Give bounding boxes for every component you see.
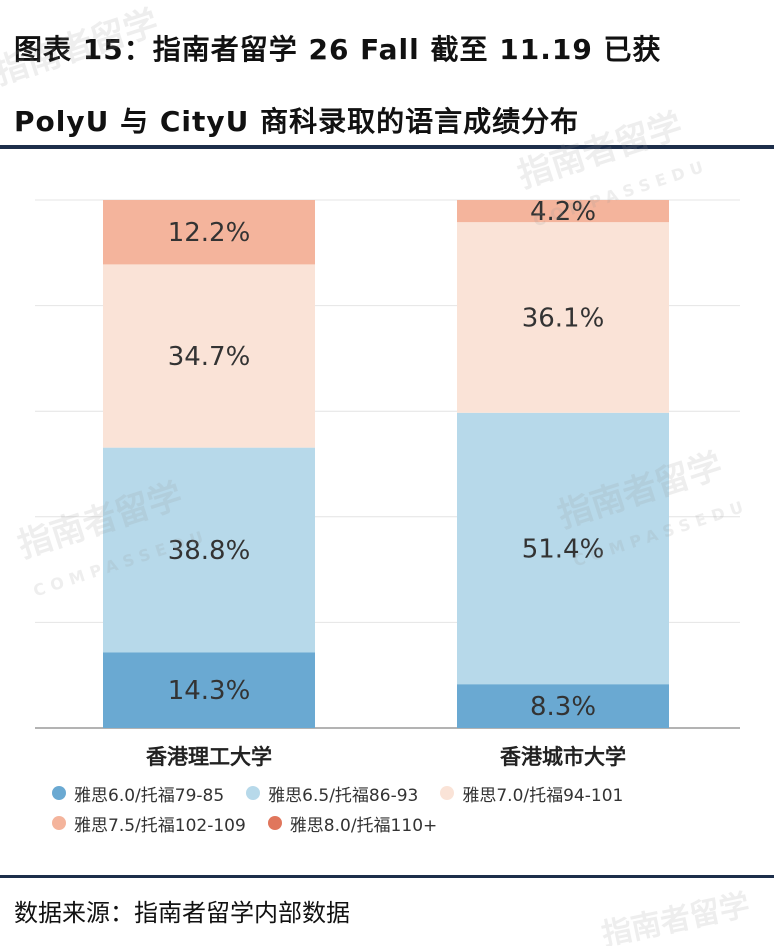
legend-label: 雅思7.0/托福94-101	[462, 785, 624, 806]
legend-item: 雅思7.5/托福102-109	[52, 811, 246, 836]
bar-segment	[103, 200, 315, 265]
stacked-bar-chart: 14.3% 38.8% 34.7% 12.2% 香港理工大学 8.3% 51.4% 36.1%…	[35, 197, 740, 769]
bar-segment	[103, 264, 315, 448]
legend-swatch-icon	[440, 786, 455, 800]
legend-item: 雅思8.0/托福110+	[267, 811, 438, 836]
bar-segment	[103, 447, 315, 653]
data-label: 12.2%	[168, 218, 251, 248]
legend-item: 雅思7.0/托福94-101	[440, 781, 623, 806]
bar-segment	[457, 412, 669, 685]
legend-row: 雅思7.5/托福102-109 雅思8.0/托福110+	[52, 808, 752, 838]
legend-item: 雅思6.0/托福79-85	[52, 781, 224, 806]
legend-swatch-icon	[267, 816, 282, 830]
legend-swatch-icon	[52, 786, 66, 800]
data-label: 8.3%	[530, 692, 596, 722]
watermark-text: 指南者留学	[598, 887, 753, 946]
data-label: 14.3%	[168, 676, 251, 706]
figure-title-line-2: PolyU 与 CityU 商科录取的语言成绩分布	[14, 105, 580, 138]
category-tick-label: 香港城市大学	[500, 745, 626, 769]
chart-legend: 雅思6.0/托福79-85 雅思6.5/托福86-93 雅思7.0/托福94-101…	[52, 778, 752, 838]
figure-title-line-1: 图表 15：指南者留学 26 Fall 截至 11.19 已获	[14, 33, 662, 66]
legend-label: 雅思6.5/托福86-93	[268, 785, 419, 806]
legend-row: 雅思6.0/托福79-85 雅思6.5/托福86-93 雅思7.0/托福94-101	[52, 778, 752, 808]
bar-segment	[457, 200, 669, 223]
data-label: 36.1%	[522, 303, 605, 333]
watermark-logo: 指南者留学	[597, 880, 753, 946]
legend-label: 雅思8.0/托福110+	[289, 815, 438, 836]
data-label: 38.8%	[168, 536, 251, 566]
data-label: 4.2%	[530, 197, 596, 227]
legend-label: 雅思6.0/托福79-85	[74, 785, 225, 806]
category-tick-label: 香港理工大学	[146, 745, 272, 769]
title-divider	[0, 145, 774, 149]
bar-segment	[457, 684, 669, 728]
source-note: 数据来源：指南者留学内部数据	[14, 899, 350, 927]
legend-swatch-icon	[246, 786, 261, 800]
bar-segment	[457, 222, 669, 413]
data-label: 34.7%	[168, 342, 251, 372]
legend-swatch-icon	[52, 816, 66, 830]
legend-label: 雅思7.5/托福102-109	[74, 815, 246, 836]
source-divider	[0, 875, 774, 878]
legend-item: 雅思6.5/托福86-93	[246, 781, 418, 806]
bar-segment	[103, 652, 315, 728]
data-label: 51.4%	[522, 534, 605, 564]
